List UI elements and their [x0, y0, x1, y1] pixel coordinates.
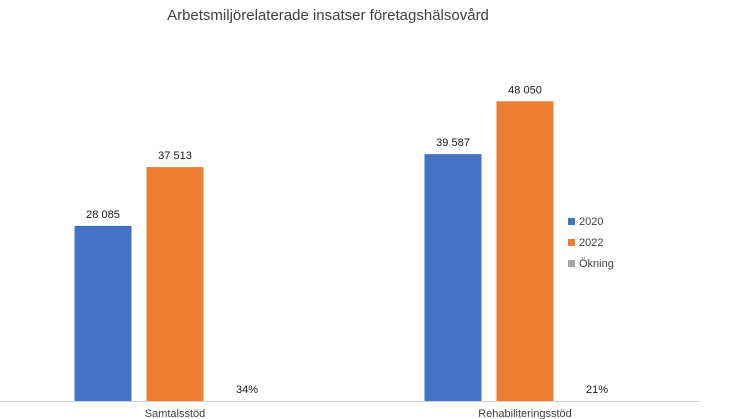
legend-label-2020: 2020 [579, 216, 603, 228]
legend-swatch-ökning [568, 260, 575, 267]
labels-layer: 28 085 37 513 34% Samtalsstöd 39 587 48 050 21… [86, 84, 608, 419]
legend-swatch-2022 [568, 239, 575, 246]
data-label-2020-samtalsstöd: 28 085 [86, 209, 120, 221]
category-label-samtalsstöd: Samtalsstöd [145, 408, 206, 419]
legend: 2020 2022 Ökning [568, 216, 614, 270]
legend-label-2022: 2022 [579, 237, 603, 249]
bar-2020-samtalsstöd [74, 225, 132, 401]
chart-title: Arbetsmiljörelaterade insatser företagsh… [167, 7, 489, 24]
data-label-ökning-samtalsstöd: 34% [236, 384, 258, 396]
bar-2022-rehabiliteringsstöd [496, 101, 554, 402]
data-label-2022-rehabiliteringsstöd: 48 050 [508, 84, 542, 96]
bar-2020-rehabiliteringsstöd [424, 154, 482, 401]
bars-layer [74, 101, 554, 402]
legend-label-ökning: Ökning [579, 258, 614, 270]
data-label-2022-samtalsstöd: 37 513 [158, 150, 192, 162]
legend-swatch-2020 [568, 218, 575, 225]
data-label-2020-rehabiliteringsstöd: 39 587 [436, 137, 470, 149]
bar-2022-samtalsstöd [146, 167, 204, 401]
data-label-ökning-rehabiliteringsstöd: 21% [586, 384, 608, 396]
category-label-rehabiliteringsstöd: Rehabiliteringsstöd [478, 408, 572, 419]
